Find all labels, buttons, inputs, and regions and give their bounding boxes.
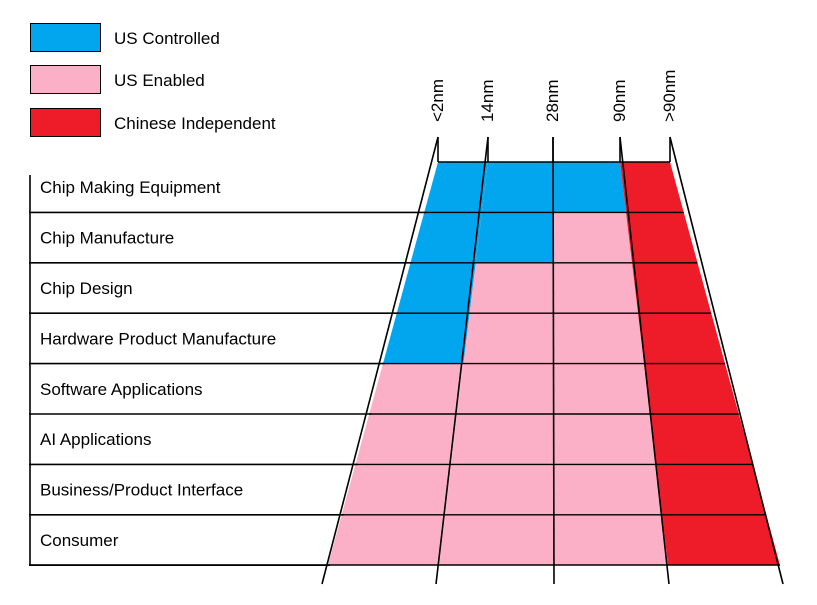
cell-ai-applications-3 (650, 414, 753, 465)
labels-layer: <2nm 14nm 28nm 90nm >90nm Chip Making Equipme… (40, 70, 679, 550)
cell-consumer-3 (662, 514, 781, 566)
cell-chip-making-equipment-3 (620, 162, 684, 213)
cell-chip-manufacture-1 (475, 212, 554, 263)
cell-chip-making-equipment-2 (553, 162, 627, 213)
column-line-1 (435, 136, 489, 585)
cell-ai-applications-1 (451, 414, 554, 465)
cell-chip-manufacture-3 (626, 212, 698, 263)
cell-business-product-interface-1 (445, 464, 554, 515)
cell-chip-making-equipment-1 (481, 162, 554, 213)
cell-software-applications-3 (644, 363, 739, 414)
legend-swatch-chinese-independent (30, 108, 101, 137)
cell-chip-manufacture-2 (553, 212, 633, 263)
cells-layer (327, 162, 781, 566)
row-label-chip-design: Chip Design (40, 279, 133, 298)
column-header-28nm: 28nm (543, 79, 562, 122)
row-label-software-applications: Software Applications (40, 380, 203, 399)
cell-ai-applications-2 (553, 414, 657, 465)
row-label-consumer: Consumer (40, 531, 119, 550)
cell-chip-making-equipment-0 (424, 162, 488, 213)
column-header-14nm: 14nm (478, 79, 497, 122)
legend-swatch-us-enabled (30, 65, 101, 94)
row-label-chip-making-equipment: Chip Making Equipment (40, 178, 221, 197)
column-line-4 (669, 136, 784, 585)
row-label-chip-manufacture: Chip Manufacture (40, 229, 174, 248)
cell-chip-design-1 (469, 262, 554, 314)
column-line-2 (552, 136, 555, 585)
grid-lines-layer (29, 136, 784, 585)
cell-consumer-2 (553, 514, 669, 566)
legend-label-chinese-independent: Chinese Independent (114, 114, 276, 133)
column-header-90nm: 90nm (610, 79, 629, 122)
cell-consumer-1 (438, 514, 555, 566)
cell-business-product-interface-0 (341, 464, 452, 515)
row-label-ai-applications: AI Applications (40, 430, 152, 449)
cell-business-product-interface-3 (656, 464, 767, 515)
legend-label-us-enabled: US Enabled (114, 71, 205, 90)
legend-label-us-controlled: US Controlled (114, 29, 220, 48)
cell-business-product-interface-2 (553, 464, 663, 515)
column-line-3 (619, 136, 670, 585)
row-label-business-product-interface: Business/Product Interface (40, 481, 243, 500)
cell-chip-design-2 (553, 262, 639, 314)
cell-chip-design-3 (632, 262, 712, 314)
legend-swatch-us-controlled (30, 23, 101, 52)
column-header-lt-2nm: <2nm (428, 79, 447, 122)
cell-chip-manufacture-0 (410, 212, 482, 263)
cell-hardware-product-manufacture-2 (553, 313, 645, 364)
row-label-hardware-product-manufacture: Hardware Product Manufacture (40, 329, 276, 348)
column-line-0 (321, 136, 439, 585)
cell-software-applications-0 (369, 363, 464, 414)
cell-hardware-product-manufacture-0 (382, 313, 470, 364)
cell-chip-design-0 (396, 262, 476, 314)
cell-hardware-product-manufacture-3 (638, 313, 726, 364)
cell-consumer-0 (327, 514, 446, 566)
cell-software-applications-2 (553, 363, 651, 414)
cell-ai-applications-0 (355, 414, 458, 465)
column-header-gt-90nm: >90nm (660, 70, 679, 122)
cell-software-applications-1 (457, 363, 554, 414)
cell-hardware-product-manufacture-1 (463, 313, 554, 364)
